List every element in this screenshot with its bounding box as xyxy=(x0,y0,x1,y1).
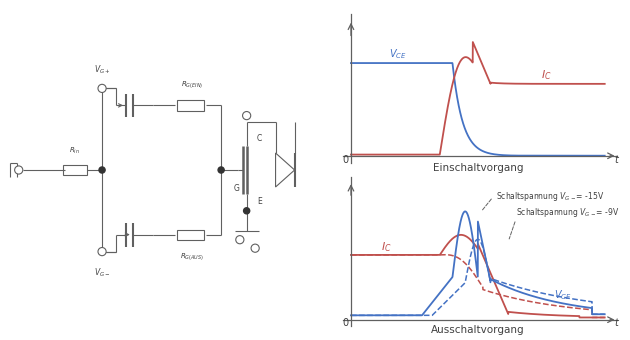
Text: 0: 0 xyxy=(342,318,348,328)
Text: $V_{CE}$: $V_{CE}$ xyxy=(554,288,571,302)
Text: Einschaltvorgang: Einschaltvorgang xyxy=(433,163,523,173)
Text: $I_C$: $I_C$ xyxy=(541,68,552,82)
Circle shape xyxy=(236,236,244,244)
Circle shape xyxy=(98,84,106,92)
Text: $V_{CE}$: $V_{CE}$ xyxy=(389,47,407,61)
Text: $V_{G-}$: $V_{G-}$ xyxy=(94,267,110,279)
Circle shape xyxy=(251,244,259,252)
Text: $R_{in}$: $R_{in}$ xyxy=(69,146,81,156)
Text: Schaltspannung $V_{G-}$= -9V: Schaltspannung $V_{G-}$= -9V xyxy=(516,206,619,219)
Circle shape xyxy=(243,112,251,120)
Bar xyxy=(177,230,204,240)
Text: t: t xyxy=(615,155,619,165)
Bar xyxy=(63,165,87,175)
Text: $R_{G(AUS)}$: $R_{G(AUS)}$ xyxy=(180,252,204,262)
Circle shape xyxy=(98,248,106,256)
Text: C: C xyxy=(257,134,262,143)
Text: t: t xyxy=(615,318,619,328)
Circle shape xyxy=(244,208,249,214)
Circle shape xyxy=(218,167,224,173)
Text: $R_{G(EIN)}$: $R_{G(EIN)}$ xyxy=(181,79,203,90)
Text: E: E xyxy=(257,197,261,206)
Text: Ausschaltvorgang: Ausschaltvorgang xyxy=(431,325,525,335)
Text: Schaltspannung $V_{G-}$= -15V: Schaltspannung $V_{G-}$= -15V xyxy=(496,190,604,203)
Circle shape xyxy=(14,166,23,174)
Text: $I_C$: $I_C$ xyxy=(381,240,392,254)
Text: G: G xyxy=(234,184,239,192)
Circle shape xyxy=(99,167,105,173)
Text: $V_{G+}$: $V_{G+}$ xyxy=(94,64,110,76)
Text: 0: 0 xyxy=(342,155,348,165)
Bar xyxy=(177,100,204,110)
